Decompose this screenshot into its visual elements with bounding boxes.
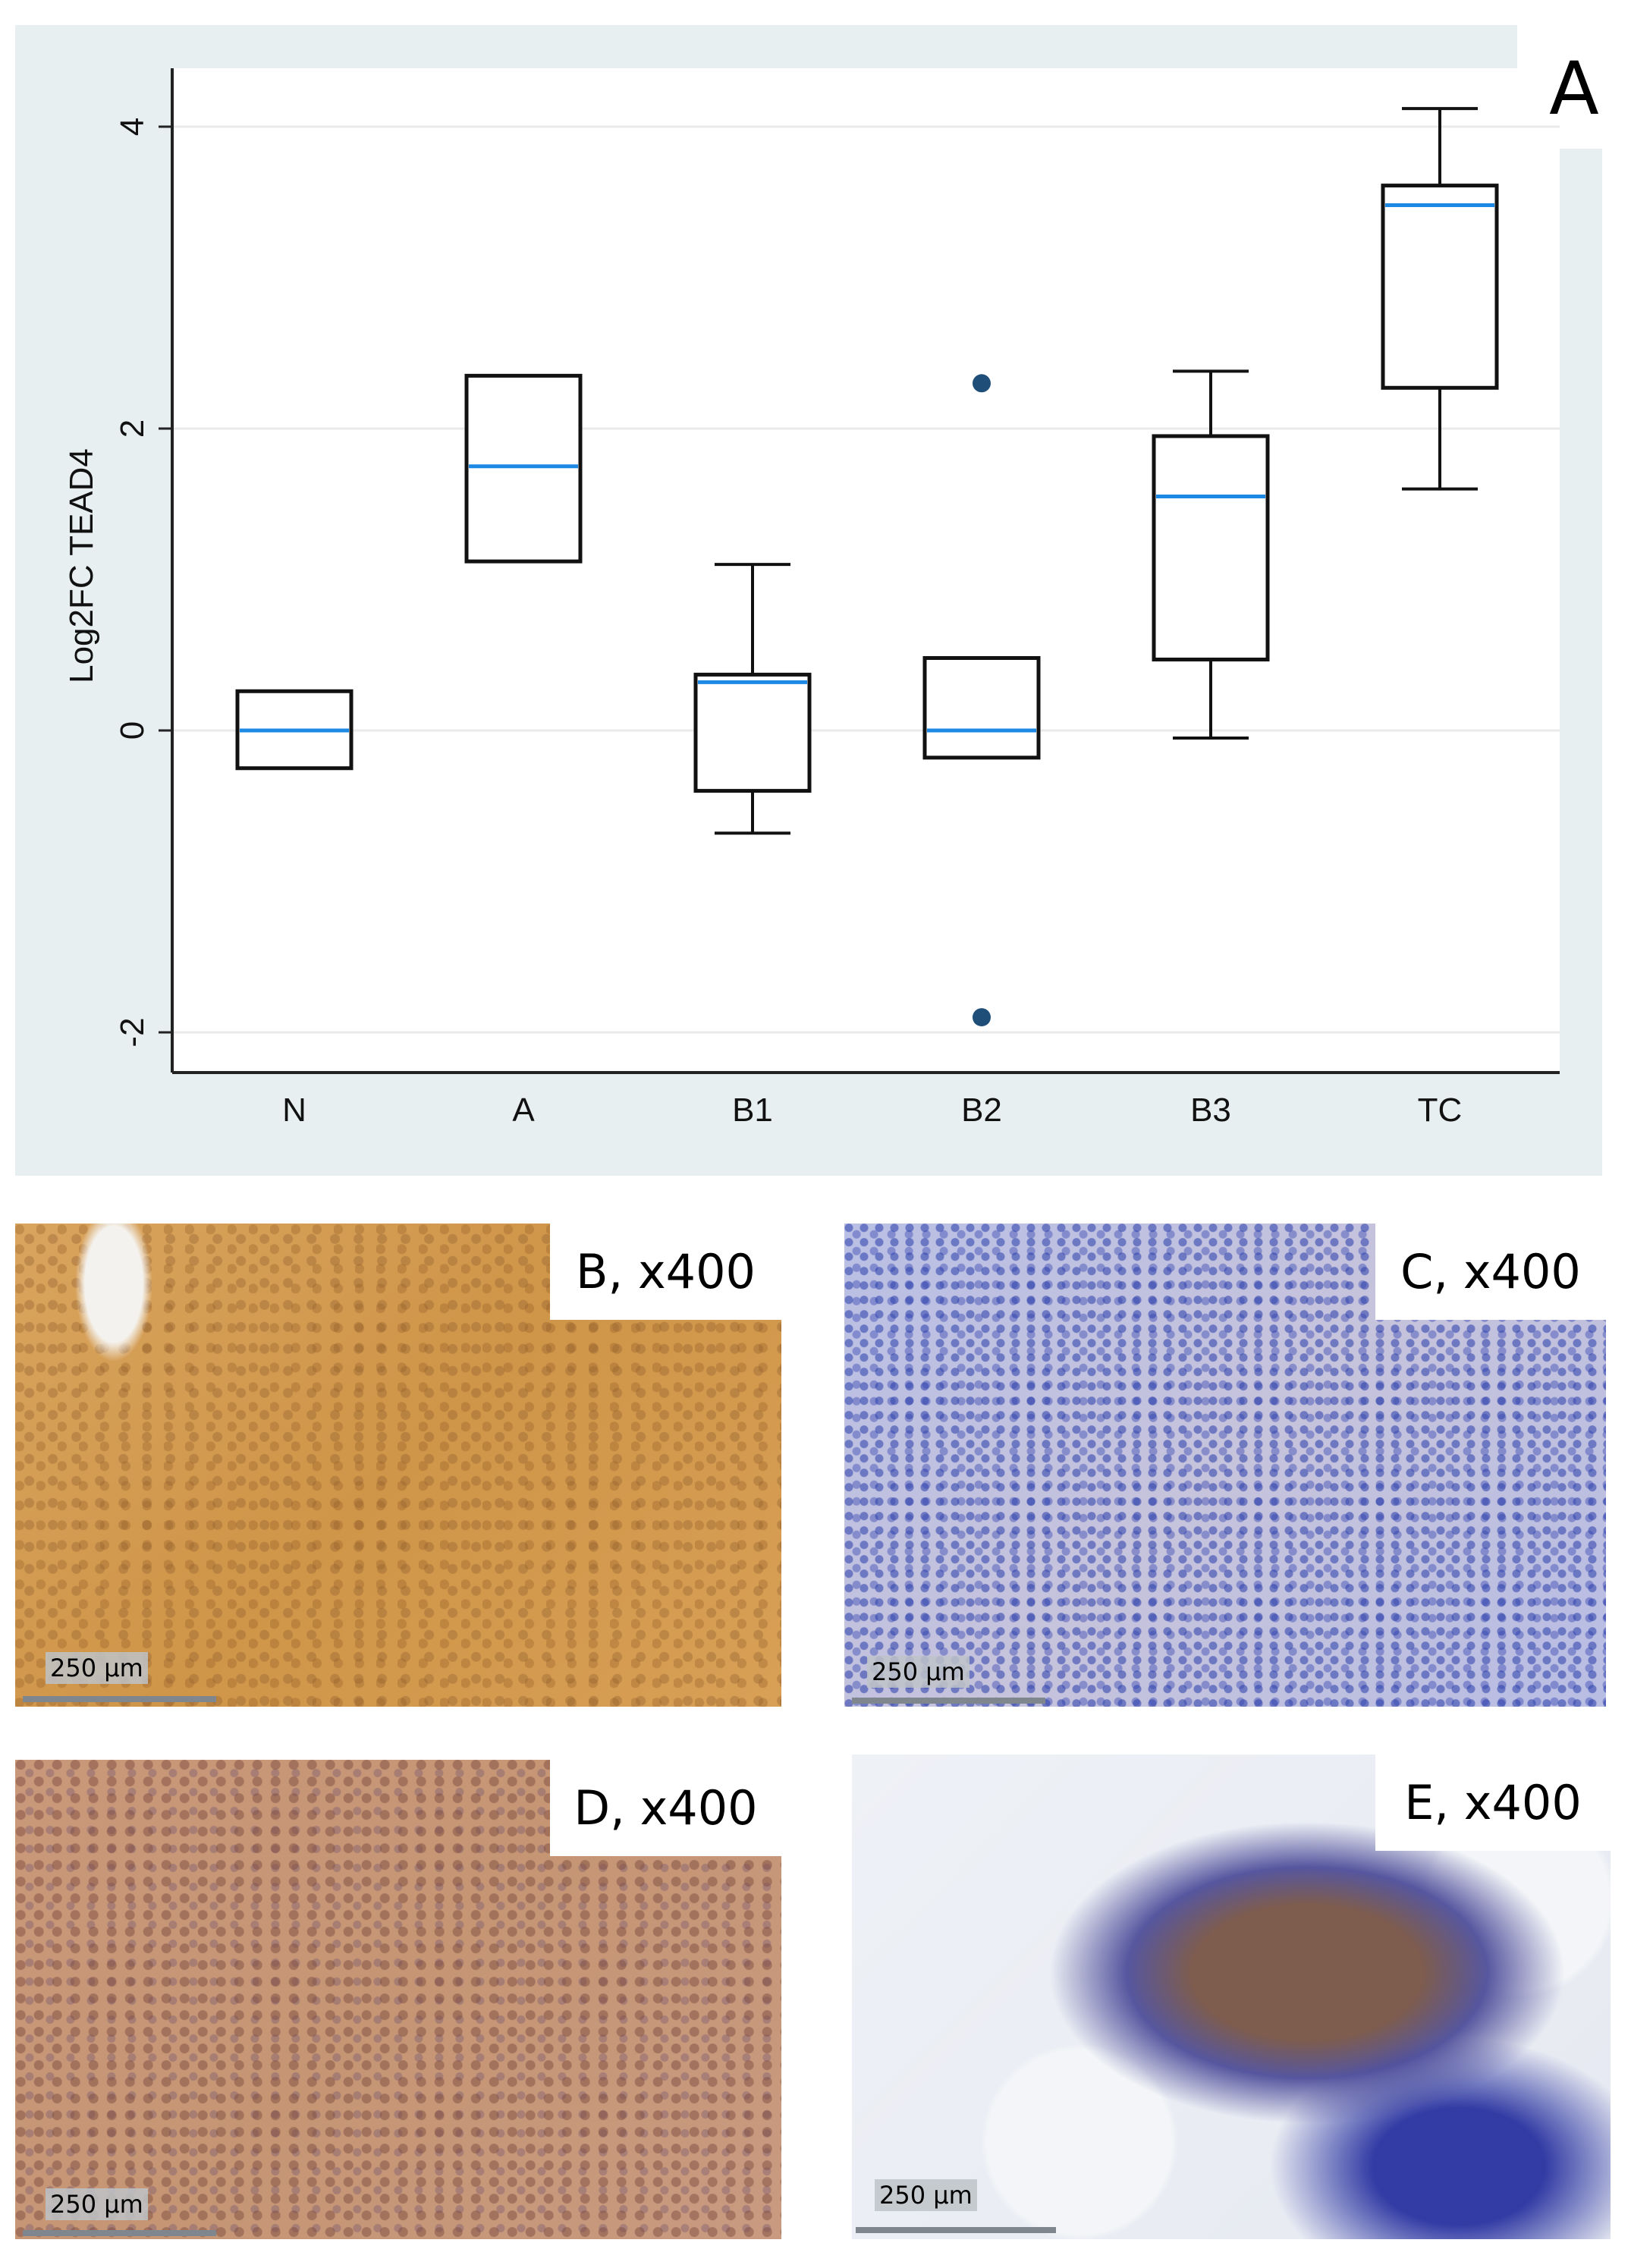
outlier-point	[973, 1008, 991, 1027]
panel-d: D, x400 250 µm	[15, 1760, 781, 2239]
y-tick-label: 0	[114, 721, 151, 740]
y-tick-label: 4	[114, 118, 151, 136]
scale-bar-b	[23, 1696, 216, 1702]
panel-b: B, x400 250 µm	[15, 1224, 781, 1707]
scale-label-d: 250 µm	[46, 2188, 148, 2220]
iqr-box	[1152, 434, 1270, 661]
panel-label-e: E, x400	[1375, 1754, 1611, 1851]
box-n	[235, 689, 354, 771]
chart-right-margin	[1560, 149, 1602, 1073]
box-tc	[1381, 107, 1499, 491]
scale-bar-e	[856, 2227, 1056, 2233]
x-tick-label: B1	[732, 1092, 773, 1129]
scale-bar-d	[23, 2230, 216, 2236]
box-a	[464, 373, 583, 564]
x-tick-label: B3	[1190, 1092, 1231, 1129]
panel-c: C, x400 250 µm	[844, 1224, 1606, 1707]
box-b2	[922, 374, 1041, 1027]
x-tick-label: TC	[1418, 1092, 1463, 1129]
scale-label-e: 250 µm	[875, 2179, 977, 2211]
plot-area	[172, 68, 1560, 1073]
scale-bar-c	[852, 1698, 1045, 1704]
panel-label-d: D, x400	[550, 1760, 781, 1856]
iqr-box	[922, 655, 1041, 760]
scale-label-b: 250 µm	[46, 1652, 148, 1684]
x-tick-label: A	[512, 1092, 535, 1129]
iqr-box	[1381, 184, 1499, 390]
x-tick-label: N	[282, 1092, 306, 1129]
box-b1	[693, 563, 812, 835]
box-b3	[1152, 369, 1270, 740]
axes: -2 0 2 4 N A B1 B2 B3 TC	[114, 68, 1560, 1129]
vessel-lumen	[68, 1224, 159, 1375]
x-tick-label: B2	[961, 1092, 1002, 1129]
iqr-box	[464, 373, 583, 564]
outlier-point	[973, 374, 991, 393]
boxplot-chart: -2 0 2 4 N A B1 B2 B3 TC Log2FC TEAD4 A	[63, 46, 1599, 1129]
y-axis-title: Log2FC TEAD4	[63, 448, 100, 683]
panel-e: E, x400 250 µm	[852, 1754, 1611, 2239]
panel-letter-a: A	[1549, 46, 1599, 131]
box-series	[235, 107, 1499, 1027]
y-tick-label: 2	[114, 419, 151, 438]
scale-label-c: 250 µm	[867, 1656, 969, 1688]
gridlines	[172, 125, 1560, 1034]
panel-label-b: B, x400	[550, 1224, 781, 1320]
iqr-box	[693, 672, 812, 793]
panel-label-c: C, x400	[1375, 1224, 1606, 1320]
y-tick-label: -2	[114, 1017, 151, 1047]
